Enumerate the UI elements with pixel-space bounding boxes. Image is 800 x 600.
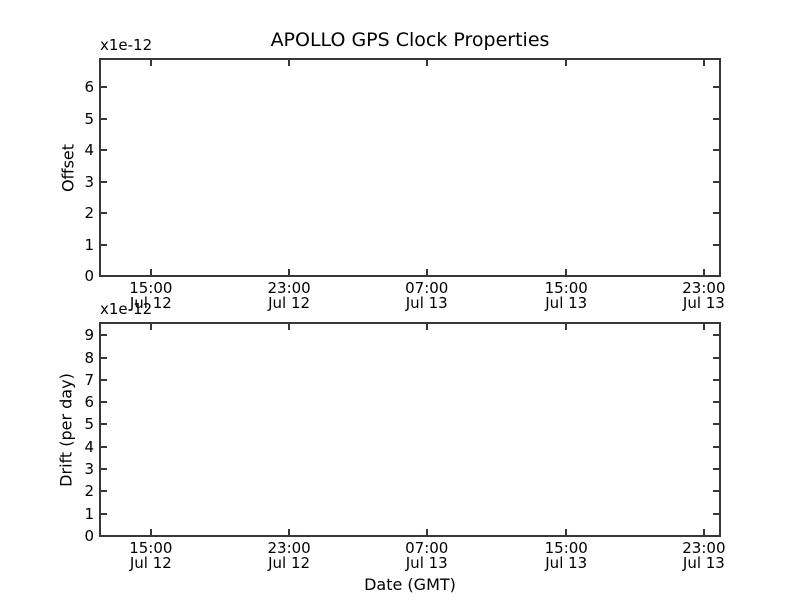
y-tick-mark	[713, 401, 719, 404]
y-tick-mark	[713, 243, 719, 246]
y-tick-label: 1	[84, 235, 94, 254]
x-tick-mark	[565, 269, 568, 275]
x-tick-mark	[702, 269, 705, 275]
x-tick-label: 07:00 Jul 13	[405, 539, 449, 572]
x-tick-label: 23:00 Jul 13	[682, 279, 726, 312]
y-scale-exponent-label-top: x1e-12	[100, 36, 153, 54]
y-tick-mark	[101, 378, 107, 381]
x-tick-mark	[149, 60, 152, 66]
y-tick-mark	[713, 535, 719, 537]
y-tick-mark	[101, 149, 107, 152]
x-tick-mark	[565, 324, 568, 330]
y-tick-label: 8	[84, 348, 94, 367]
x-tick-label: 15:00 Jul 12	[129, 539, 173, 572]
x-tick-mark	[702, 60, 705, 66]
y-tick-label: 0	[84, 267, 94, 285]
x-tick-mark	[288, 269, 291, 275]
y-tick-label: 6	[84, 393, 94, 412]
y-tick-mark	[101, 334, 107, 337]
x-tick-mark	[425, 269, 428, 275]
y-tick-mark	[713, 378, 719, 381]
y-tick-mark	[713, 490, 719, 493]
y-scale-exponent-label-bottom: x1e-12	[100, 300, 153, 318]
x-tick-mark	[425, 60, 428, 66]
y-tick-label: 2	[84, 204, 94, 223]
x-tick-mark	[702, 529, 705, 535]
y-tick-mark	[101, 445, 107, 448]
y-tick-mark	[101, 243, 107, 246]
x-tick-label: 07:00 Jul 13	[405, 279, 449, 312]
y-tick-mark	[101, 512, 107, 515]
x-tick-label: 23:00 Jul 12	[267, 539, 311, 572]
y-tick-mark	[713, 512, 719, 515]
x-tick-mark	[288, 324, 291, 330]
x-tick-mark	[288, 529, 291, 535]
y-tick-mark	[101, 423, 107, 426]
y-tick-mark	[101, 401, 107, 404]
x-tick-mark	[425, 529, 428, 535]
y-tick-mark	[101, 490, 107, 493]
x-tick-mark	[149, 324, 152, 330]
y-tick-mark	[713, 445, 719, 448]
y-tick-mark	[101, 117, 107, 120]
y-tick-label: 0	[84, 527, 94, 545]
y-tick-label: 1	[84, 504, 94, 523]
axes-offset-plot	[99, 58, 721, 277]
y-tick-mark	[713, 86, 719, 89]
y-tick-mark	[101, 180, 107, 183]
y-tick-mark	[713, 423, 719, 426]
y-tick-label: 6	[84, 78, 94, 97]
y-tick-mark	[101, 275, 107, 277]
y-tick-label: 4	[84, 437, 94, 456]
x-tick-label: 23:00 Jul 12	[267, 279, 311, 312]
y-tick-mark	[101, 356, 107, 359]
y-tick-label: 5	[84, 415, 94, 434]
x-tick-mark	[149, 269, 152, 275]
y-tick-mark	[713, 334, 719, 337]
y-tick-mark	[713, 468, 719, 471]
x-tick-mark	[702, 324, 705, 330]
y-tick-mark	[101, 468, 107, 471]
x-tick-label: 15:00 Jul 12	[129, 279, 173, 312]
y-tick-mark	[713, 212, 719, 215]
y-tick-label: 5	[84, 109, 94, 128]
x-tick-mark	[565, 60, 568, 66]
x-tick-label: 23:00 Jul 13	[682, 539, 726, 572]
y-tick-mark	[713, 356, 719, 359]
y-tick-label: 3	[84, 172, 94, 191]
x-tick-label: 15:00 Jul 13	[544, 279, 588, 312]
x-tick-mark	[425, 324, 428, 330]
y-tick-mark	[101, 535, 107, 537]
x-axis-label: Date (GMT)	[364, 575, 456, 594]
y-tick-mark	[713, 275, 719, 277]
x-tick-mark	[565, 529, 568, 535]
y-tick-label: 9	[84, 326, 94, 345]
y-tick-label: 4	[84, 141, 94, 160]
x-tick-label: 15:00 Jul 13	[544, 539, 588, 572]
y-tick-mark	[713, 149, 719, 152]
y-tick-mark	[713, 180, 719, 183]
y-tick-label: 3	[84, 460, 94, 479]
x-tick-mark	[288, 60, 291, 66]
axes-drift-plot	[99, 322, 721, 537]
chart-title: APOLLO GPS Clock Properties	[270, 29, 550, 51]
y-tick-label: 2	[84, 482, 94, 501]
y-tick-label: 7	[84, 370, 94, 389]
y-tick-mark	[101, 212, 107, 215]
y-tick-mark	[101, 86, 107, 89]
x-tick-mark	[149, 529, 152, 535]
y-tick-mark	[713, 117, 719, 120]
